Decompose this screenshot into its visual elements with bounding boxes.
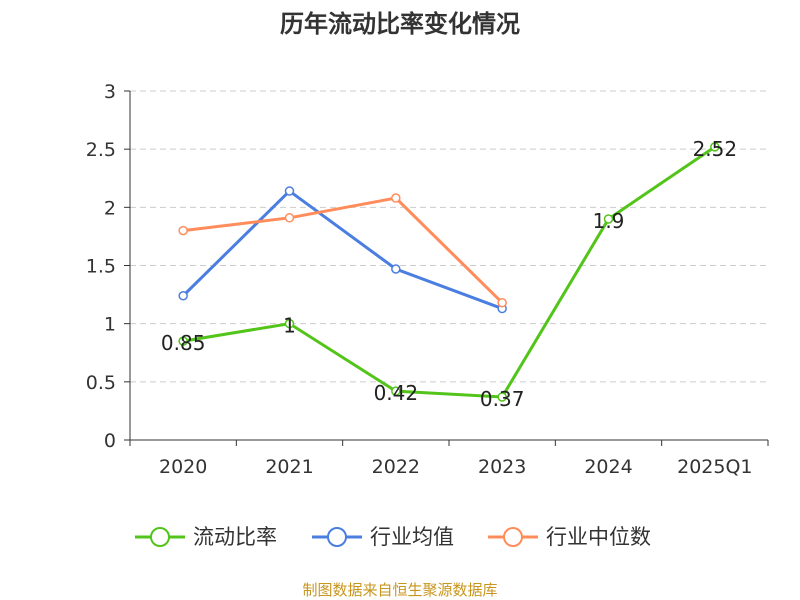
- data-point: [178, 290, 188, 301]
- data-point: [284, 318, 295, 329]
- data-point: [178, 225, 188, 236]
- y-tick-label: 0.5: [86, 372, 116, 394]
- y-tick-label: 2: [104, 197, 116, 219]
- legend-marker: [150, 527, 170, 547]
- x-tick-label: 2023: [478, 456, 526, 478]
- data-point: [284, 213, 295, 223]
- data-label: 1: [283, 314, 296, 338]
- data-label: 0.37: [480, 387, 525, 411]
- x-tick-label: 2021: [265, 456, 313, 478]
- y-tick-label: 0: [104, 430, 116, 452]
- x-tick-label: 2020: [159, 456, 207, 478]
- data-label: 0.42: [374, 381, 419, 405]
- y-tick-label: 2.5: [86, 139, 116, 161]
- x-tick-label: 2025Q1: [677, 456, 752, 478]
- data-label: 0.85: [161, 331, 206, 355]
- legend-marker: [327, 527, 347, 547]
- series-line-0: [182, 145, 716, 399]
- legend-label: 行业均值: [370, 525, 454, 549]
- data-point: [391, 386, 401, 396]
- y-tick-label: 1: [104, 314, 116, 336]
- series-line-1: [182, 189, 503, 310]
- legend-label: 行业中位数: [546, 525, 651, 549]
- data-label: 2.52: [693, 137, 738, 161]
- y-tick-label: 1.5: [86, 256, 116, 278]
- data-point: [497, 297, 507, 308]
- legend-marker: [503, 527, 523, 547]
- y-tick-label: 3: [104, 81, 116, 103]
- legend-label: 流动比率: [193, 525, 277, 549]
- data-point: [710, 142, 720, 152]
- data-point: [391, 193, 401, 203]
- data-point: [391, 264, 401, 274]
- series-line-2: [182, 196, 504, 304]
- x-tick-label: 2022: [372, 456, 420, 478]
- data-point: [284, 186, 295, 196]
- data-point: [497, 392, 507, 402]
- x-tick-label: 2024: [584, 456, 632, 478]
- data-label: 1.9: [593, 209, 625, 233]
- data-point: [603, 214, 614, 224]
- chart-title: 历年流动比率变化情况: [280, 10, 520, 38]
- data-point: [178, 336, 188, 346]
- source-note: 制图数据来自恒生聚源数据库: [302, 581, 497, 599]
